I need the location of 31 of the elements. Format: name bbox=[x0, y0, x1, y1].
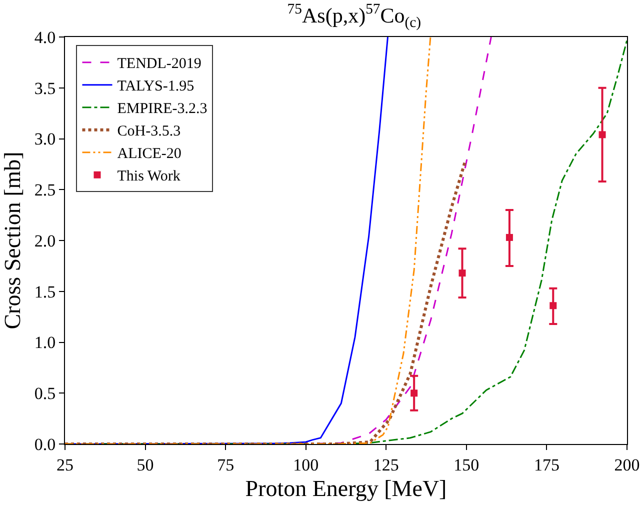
x-tick-label: 75 bbox=[217, 455, 234, 474]
point bbox=[550, 302, 557, 310]
legend-label: This Work bbox=[117, 168, 181, 185]
legend-label: TENDL-2019 bbox=[117, 56, 202, 72]
legend-label: EMPIRE-3.2.3 bbox=[117, 101, 208, 118]
y-tick-label: 2.0 bbox=[34, 231, 56, 250]
x-axis-title: Proton Energy [MeV] bbox=[245, 476, 447, 501]
x-tick-label: 175 bbox=[534, 455, 560, 474]
point bbox=[598, 131, 606, 138]
x-tick-label: 50 bbox=[136, 455, 154, 474]
x-tick-label: 25 bbox=[56, 455, 74, 474]
legend-label: CoH-3.5.3 bbox=[117, 124, 181, 140]
y-tick-label: 3.0 bbox=[34, 130, 56, 149]
y-tick-label: 2.5 bbox=[34, 180, 56, 200]
x-tick-label: 125 bbox=[373, 455, 399, 474]
y-tick-label: 3.5 bbox=[34, 78, 56, 98]
legend-label: TALYS-1.95 bbox=[117, 78, 194, 95]
legend-label: ALICE-20 bbox=[117, 146, 182, 162]
y-tick-label: 4.0 bbox=[34, 28, 56, 47]
x-tick-label: 150 bbox=[454, 455, 480, 474]
x-tick-label: 100 bbox=[293, 455, 319, 474]
point bbox=[458, 270, 466, 277]
chart-title: $^{75}$As(p,x)$^{57}$Co$_{(c)}$ bbox=[287, 2, 422, 31]
x-tick-label: 200 bbox=[614, 455, 640, 474]
point bbox=[410, 390, 418, 397]
point bbox=[506, 234, 513, 241]
y-tick-label: 1.0 bbox=[34, 333, 56, 352]
y-tick-label: 0.0 bbox=[34, 434, 56, 454]
y-axis-title: Cross Section [mb] bbox=[0, 152, 25, 330]
y-tick-label: 1.5 bbox=[34, 282, 56, 302]
y-tick-label: 0.5 bbox=[34, 384, 56, 404]
